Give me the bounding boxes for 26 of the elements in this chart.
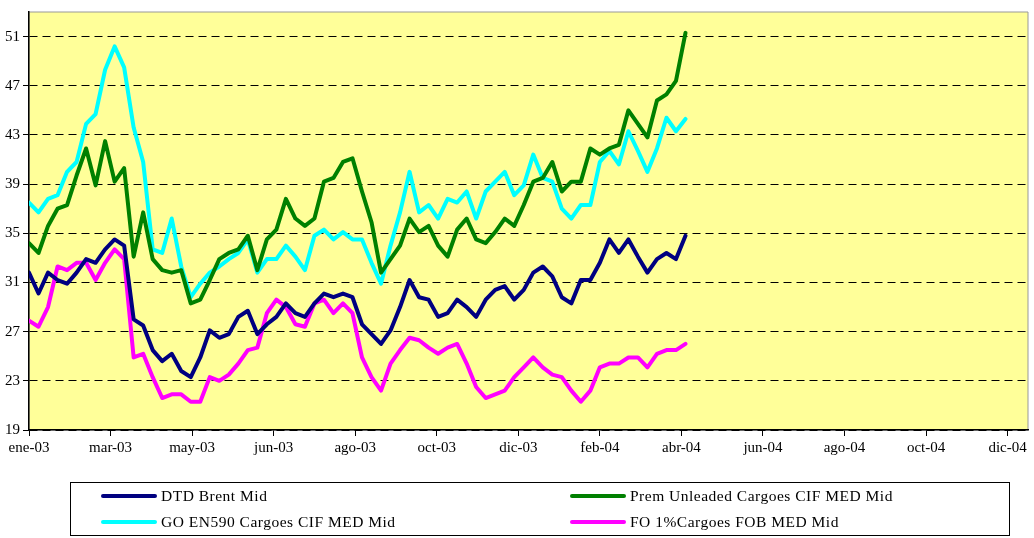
legend-label: FO 1%Cargoes FOB MED Mid (630, 513, 839, 531)
x-tick-label: jun-04 (742, 438, 784, 455)
y-tick-label: 43 (5, 125, 20, 142)
y-tick-label: 23 (5, 371, 20, 388)
y-tick-label: 39 (5, 175, 20, 192)
x-tick-label: abr-04 (661, 438, 702, 455)
x-tick-label: ago-03 (334, 438, 377, 455)
x-tick-label: jun-03 (253, 438, 294, 455)
y-tick-label: 19 (5, 420, 20, 437)
x-tick-label: feb-04 (580, 438, 620, 455)
x-tick-label: oct-04 (906, 438, 946, 455)
x-tick-label: may-03 (169, 438, 216, 455)
legend-label: GO EN590 Cargoes CIF MED Mid (161, 513, 396, 531)
y-tick-label: 47 (5, 76, 21, 93)
x-tick-label: ago-04 (823, 438, 866, 455)
x-tick-label: oct-03 (417, 438, 456, 455)
legend-label: DTD Brent Mid (161, 487, 268, 505)
x-tick-label: mar-03 (89, 438, 133, 455)
legend-label: Prem Unleaded Cargoes CIF MED Mid (630, 487, 893, 505)
x-tick-label: dic-04 (988, 438, 1028, 455)
y-tick-label: 51 (5, 27, 20, 44)
x-tick-label: dic-03 (499, 438, 538, 455)
y-tick-label: 35 (5, 224, 20, 241)
y-tick-label: 31 (5, 273, 20, 290)
x-tick-label: ene-03 (8, 438, 50, 455)
y-tick-label: 27 (5, 322, 21, 339)
